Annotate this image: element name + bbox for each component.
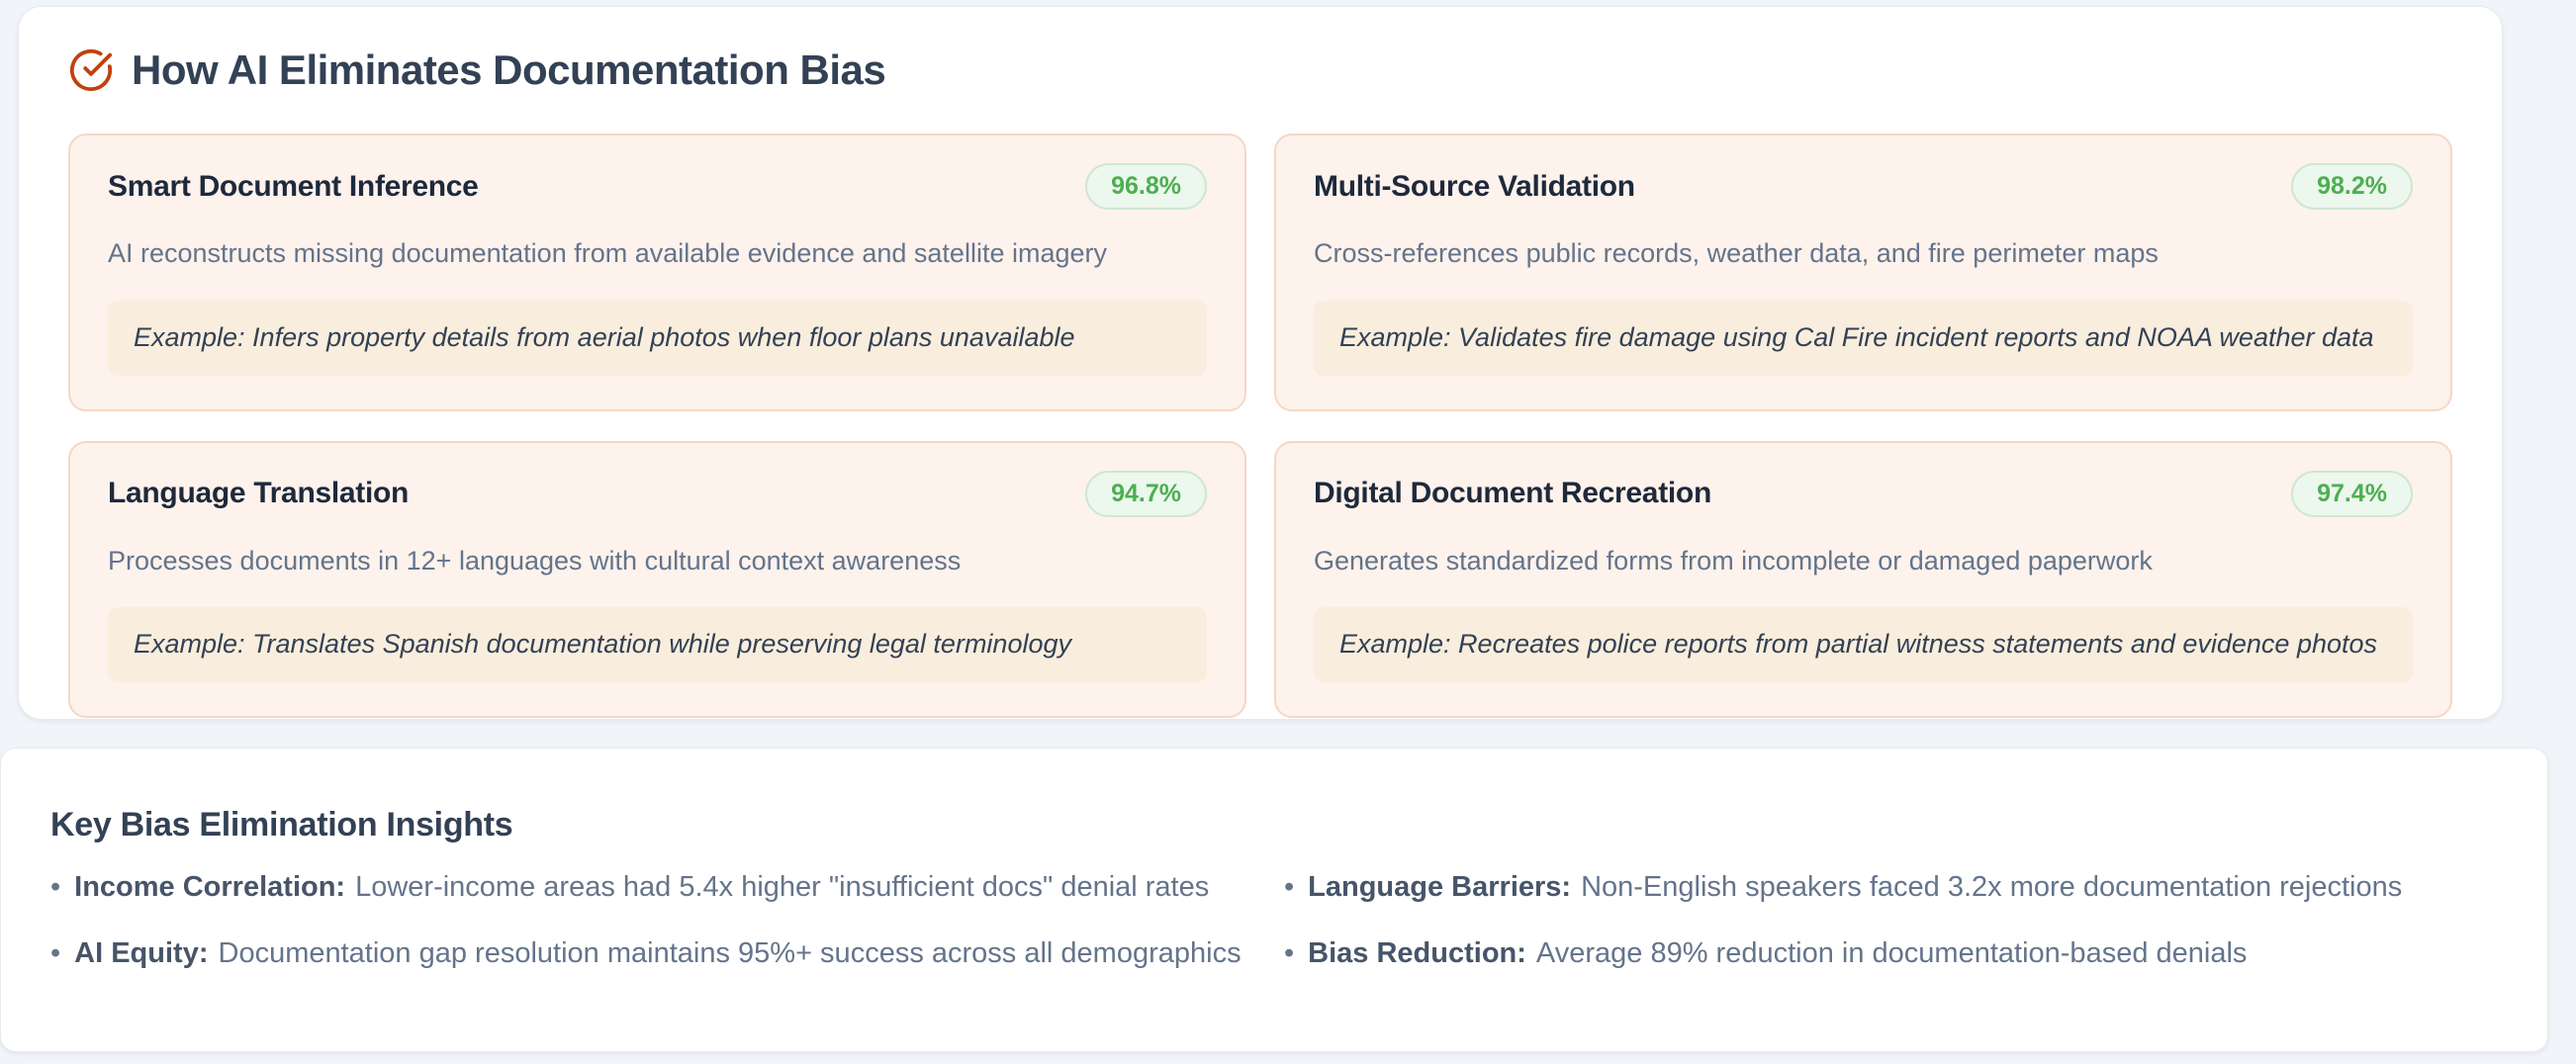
feature-card-smart-document-inference: Smart Document Inference 96.8% AI recons… <box>68 133 1246 411</box>
feature-example: Example: Translates Spanish documentatio… <box>108 607 1207 682</box>
accuracy-badge: 96.8% <box>1085 163 1207 210</box>
feature-description: Processes documents in 12+ languages wit… <box>108 545 962 576</box>
insight-label: AI Equity: <box>74 936 209 969</box>
feature-description: Generates standardized forms from incomp… <box>1314 545 2153 576</box>
insights-grid: • Income Correlation: Lower-income areas h… <box>50 870 2498 971</box>
feature-example: Example: Infers property details from ae… <box>108 300 1207 376</box>
insight-income-correlation: • Income Correlation: Lower-income areas h… <box>50 870 1264 905</box>
panel-header: How AI Eliminates Documentation Bias <box>68 43 2452 98</box>
accuracy-badge: 97.4% <box>2291 470 2413 517</box>
accuracy-badge: 94.7% <box>1085 470 1207 517</box>
feature-card-language-translation: Language Translation 94.7% Processes doc… <box>68 440 1246 718</box>
documentation-bias-panel: How AI Eliminates Documentation Bias Sma… <box>18 6 2503 720</box>
feature-title: Smart Document Inference <box>108 169 479 203</box>
feature-card-multi-source-validation: Multi-Source Validation 98.2% Cross-refe… <box>1274 133 2452 411</box>
panel-title: How AI Eliminates Documentation Bias <box>132 46 886 93</box>
insight-text: Non-English speakers faced 3.2x more doc… <box>1581 871 2403 903</box>
bullet-dot: • <box>1284 871 1295 903</box>
insight-text: Documentation gap resolution maintains 9… <box>218 936 1242 969</box>
feature-description: AI reconstructs missing documentation fr… <box>108 238 1107 268</box>
feature-description: Cross-references public records, weather… <box>1314 238 2159 268</box>
insight-label: Bias Reduction: <box>1308 936 1526 969</box>
feature-card-header: Smart Document Inference 96.8% <box>108 163 1207 210</box>
insight-label: Income Correlation: <box>74 871 346 903</box>
insights-title: Key Bias Elimination Insights <box>50 806 513 843</box>
feature-title: Language Translation <box>108 477 410 509</box>
insight-bias-reduction: • Bias Reduction: Average 89% reduction in… <box>1284 936 2498 971</box>
insights-section: Key Bias Elimination Insights • Income Co… <box>0 748 2548 1052</box>
bullet-dot: • <box>1284 936 1295 969</box>
feature-title: Digital Document Recreation <box>1314 477 1711 509</box>
insight-text: Lower-income areas had 5.4x higher "insu… <box>355 871 1210 903</box>
bullet-dot: • <box>50 871 61 903</box>
feature-title: Multi-Source Validation <box>1314 169 1635 203</box>
insight-label: Language Barriers: <box>1308 871 1572 903</box>
feature-card-digital-document-recreation: Digital Document Recreation 97.4% Genera… <box>1274 440 2452 718</box>
feature-card-header: Language Translation 94.7% <box>108 470 1207 517</box>
feature-card-header: Digital Document Recreation 97.4% <box>1314 470 2413 517</box>
feature-example: Example: Recreates police reports from p… <box>1314 607 2413 682</box>
feature-card-header: Multi-Source Validation 98.2% <box>1314 163 2413 210</box>
insight-ai-equity: • AI Equity: Documentation gap resolution … <box>50 936 1264 971</box>
insight-language-barriers: • Language Barriers: Non-English speakers … <box>1284 870 2498 905</box>
accuracy-badge: 98.2% <box>2291 163 2413 210</box>
feature-example: Example: Validates fire damage using Cal… <box>1314 300 2413 376</box>
bullet-dot: • <box>50 936 61 969</box>
feature-cards-grid: Smart Document Inference 96.8% AI recons… <box>68 133 2452 718</box>
circle-check-icon <box>68 47 114 93</box>
insight-text: Average 89% reduction in documentation-b… <box>1535 936 2248 969</box>
